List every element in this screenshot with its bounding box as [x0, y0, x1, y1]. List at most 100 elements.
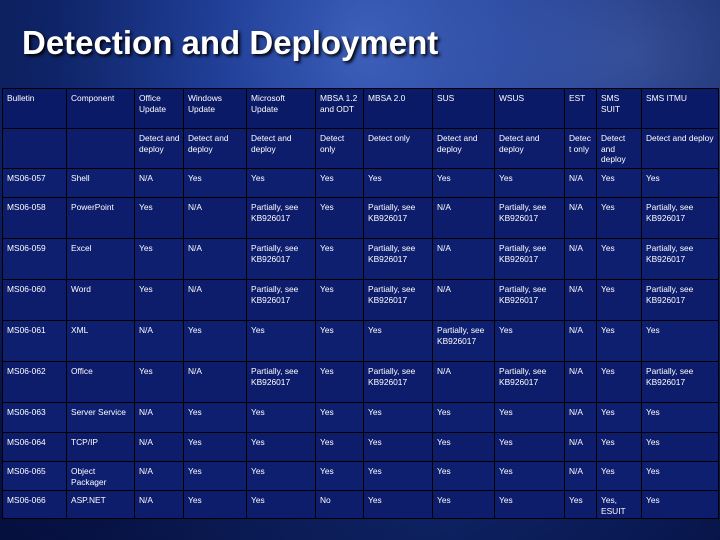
table-cell: MS06-059	[2, 238, 67, 280]
table-cell: Yes	[641, 461, 719, 491]
table-cell: Yes	[596, 238, 642, 280]
table-cell: N/A	[183, 361, 247, 403]
table-cell: Partially, see KB926017	[641, 238, 719, 280]
table-cell: Yes	[315, 197, 364, 239]
table-cell: Yes	[183, 320, 247, 362]
table-cell: Partially, see KB926017	[246, 197, 316, 239]
table-row: MS06-062 Office Yes N/A Partially, see KB926…	[2, 361, 719, 403]
table-cell: Yes	[494, 490, 565, 519]
table-cell: Partially, see KB926017	[363, 197, 433, 239]
table-cell: Yes	[134, 197, 184, 239]
table-cell: Yes	[183, 168, 247, 198]
table-cell: Yes	[363, 490, 433, 519]
table-cell: Yes	[246, 432, 316, 462]
table-row: MS06-059 Excel Yes N/A Partially, see KB9260…	[2, 238, 719, 280]
table-cell: MS06-066	[2, 490, 67, 519]
table-cell: Yes	[494, 461, 565, 491]
table-cell: TCP/IP	[66, 432, 135, 462]
table-cell: Partially, see KB926017	[363, 361, 433, 403]
table-cell: Yes	[432, 461, 495, 491]
table-cell: N/A	[134, 432, 184, 462]
table-cell: Detect and deploy	[596, 128, 642, 169]
table-cell: N/A	[564, 168, 597, 198]
table-cell: MS06-060	[2, 279, 67, 321]
table-cell: Detect and deploy	[134, 128, 184, 169]
table-cell: Microsoft Update	[246, 88, 316, 129]
table-cell: Office	[66, 361, 135, 403]
table-cell: Yes, ESUIT	[596, 490, 642, 519]
table-cell: Yes	[596, 197, 642, 239]
table-cell: N/A	[564, 432, 597, 462]
table-cell: Yes	[494, 320, 565, 362]
table-cell: N/A	[564, 197, 597, 239]
table-cell: Word	[66, 279, 135, 321]
table-cell: Detect and deploy	[641, 128, 719, 169]
table-cell: Yes	[183, 432, 247, 462]
table-cell: Detect and deploy	[494, 128, 565, 169]
table-cell: Yes	[494, 168, 565, 198]
table-row: MS06-060 Word Yes N/A Partially, see KB92601…	[2, 279, 719, 321]
table-row: MS06-064 TCP/IP N/A Yes Yes Yes Yes Yes Yes N/A Ye…	[2, 432, 719, 462]
table-cell: Yes	[596, 402, 642, 433]
table-cell: XML	[66, 320, 135, 362]
table-cell: Yes	[134, 279, 184, 321]
table-cell: Yes	[315, 238, 364, 280]
table-row: MS06-061 XML N/A Yes Yes Yes Yes Partially, see…	[2, 320, 719, 362]
table-cell: PowerPoint	[66, 197, 135, 239]
table-cell: Partially, see KB926017	[641, 279, 719, 321]
table-cell: Yes	[246, 168, 316, 198]
table-cell: N/A	[183, 197, 247, 239]
table-cell: Yes	[432, 490, 495, 519]
table-cell: Component	[66, 88, 135, 129]
table-cell: Partially, see KB926017	[494, 279, 565, 321]
slide-title: Detection and Deployment	[22, 24, 439, 61]
table-cell: Yes	[315, 461, 364, 491]
table-cell: Partially, see KB926017	[363, 238, 433, 280]
table-cell: Yes	[596, 461, 642, 491]
table-cell: SUS	[432, 88, 495, 129]
table-cell: MS06-063	[2, 402, 67, 433]
detection-deployment-table: Bulletin Component Office Update Windows Up…	[2, 88, 719, 519]
table-cell: MS06-058	[2, 197, 67, 239]
table-cell: Detect only	[315, 128, 364, 169]
table-cell: MS06-057	[2, 168, 67, 198]
table-cell: Yes	[596, 320, 642, 362]
table-row: MS06-057 Shell N/A Yes Yes Yes Yes Yes Yes N/A Yes…	[2, 168, 719, 198]
table-cell: Excel	[66, 238, 135, 280]
table-cell: MS06-064	[2, 432, 67, 462]
table-cell: Partially, see KB926017	[246, 361, 316, 403]
table-cell: N/A	[134, 168, 184, 198]
table-cell: Yes	[494, 402, 565, 433]
table-cell: WSUS	[494, 88, 565, 129]
table-cell: MS06-061	[2, 320, 67, 362]
table-cell: N/A	[564, 402, 597, 433]
table-cell: Yes	[363, 432, 433, 462]
table-cell: Yes	[432, 432, 495, 462]
table-cell: Yes	[494, 432, 565, 462]
table-cell: Office Update	[134, 88, 184, 129]
table-cell: Yes	[183, 490, 247, 519]
table-row: MS06-066 ASP.NET N/A Yes Yes No Yes Yes Yes Yes Ye…	[2, 490, 719, 519]
table-cell: Yes	[183, 461, 247, 491]
table-cell: Yes	[596, 279, 642, 321]
table-cell	[66, 128, 135, 169]
table-cell: Yes	[315, 279, 364, 321]
table-cell: Yes	[315, 168, 364, 198]
table-cell: Yes	[246, 320, 316, 362]
table-cell: Partially, see KB926017	[641, 361, 719, 403]
table-cell: MBSA 1.2 and ODT	[315, 88, 364, 129]
table-cell: Yes	[596, 432, 642, 462]
table-cell: Partially, see KB926017	[494, 197, 565, 239]
table-cell: No	[315, 490, 364, 519]
table-cell: N/A	[134, 461, 184, 491]
table-cell: Yes	[315, 361, 364, 403]
header-row: Bulletin Component Office Update Windows Up…	[2, 88, 719, 129]
table-cell: Detect only	[363, 128, 433, 169]
table-cell	[2, 128, 67, 169]
table-cell: EST	[564, 88, 597, 129]
table-cell: MS06-062	[2, 361, 67, 403]
table-cell: Yes	[315, 320, 364, 362]
table-cell: N/A	[134, 490, 184, 519]
table-cell: Detect only	[564, 128, 597, 169]
table-cell: Yes	[641, 320, 719, 362]
